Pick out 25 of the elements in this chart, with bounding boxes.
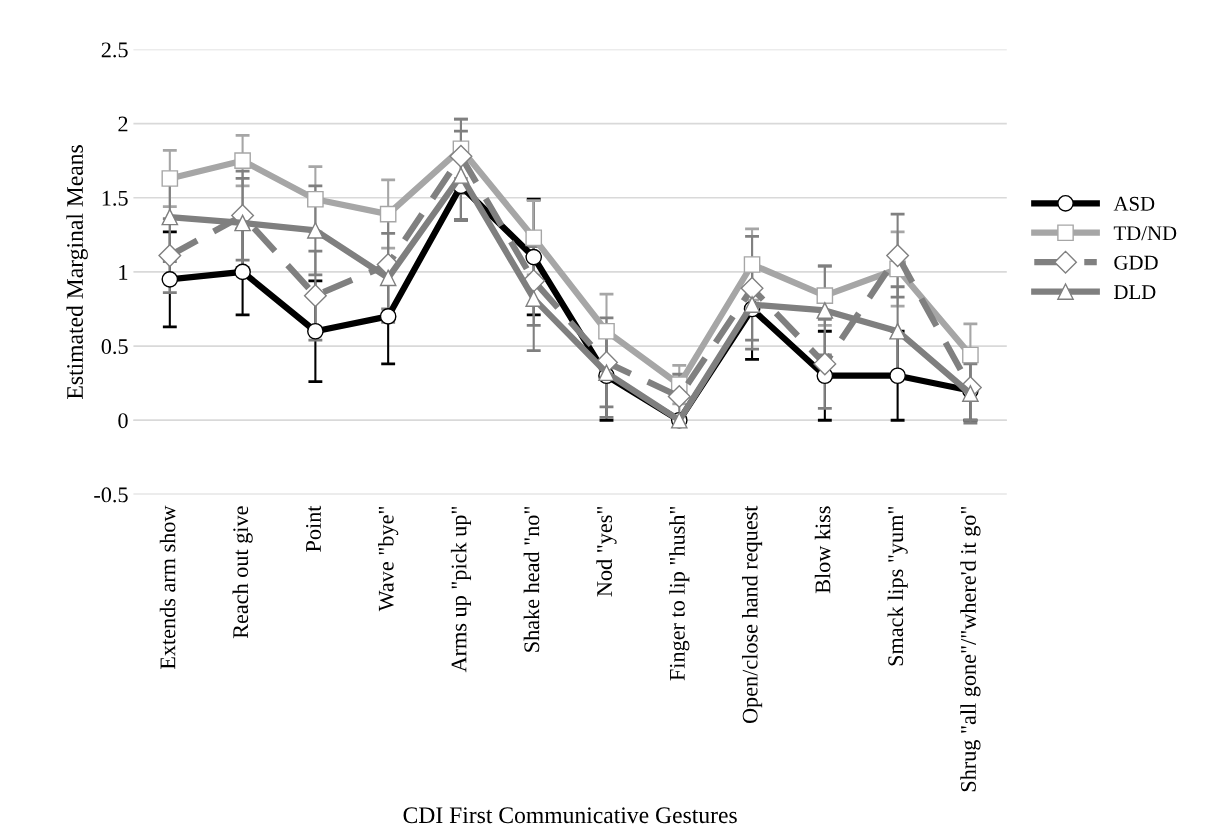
x-tick-label: Blow kiss bbox=[814, 506, 831, 594]
y-tick-label: 1 bbox=[119, 264, 128, 280]
x-tick-label: Arms up "pick up" bbox=[450, 506, 472, 673]
x-tick-label: Nod "yes" bbox=[596, 506, 617, 597]
y-tick-label: 2 bbox=[118, 116, 128, 132]
legend-label: GDD bbox=[1114, 255, 1158, 270]
x-tick-label: Reach out give bbox=[232, 506, 253, 639]
x-tick-label: Extends arm show bbox=[159, 505, 176, 670]
y-tick-label: 0.5 bbox=[101, 339, 128, 355]
x-tick-label: Smack lips "yum" bbox=[887, 506, 908, 666]
y-axis-title: Estimated Marginal Means bbox=[66, 145, 88, 399]
x-tick-label: Finger to lip "hush" bbox=[669, 506, 690, 681]
x-tick-label: Wave "bye" bbox=[378, 506, 399, 612]
y-tick-label: -0.5 bbox=[94, 487, 128, 503]
x-axis-title: CDI First Communicative Gestures bbox=[403, 807, 737, 824]
x-tick-label: Shrug "all gone"/"where'd it go" bbox=[960, 506, 981, 792]
x-tick-label: Shake head "no" bbox=[523, 506, 540, 652]
y-tick-label: 0 bbox=[118, 413, 128, 429]
legend-label: ASD bbox=[1113, 196, 1155, 211]
x-tick-label: Point bbox=[306, 505, 321, 552]
y-tick-label: 2.5 bbox=[101, 42, 128, 58]
legend-label: DLD bbox=[1114, 285, 1156, 299]
y-tick-label: 1.5 bbox=[102, 190, 128, 206]
x-tick-label: Open/close hand request bbox=[741, 505, 763, 724]
legend-label: TD/ND bbox=[1113, 226, 1177, 241]
